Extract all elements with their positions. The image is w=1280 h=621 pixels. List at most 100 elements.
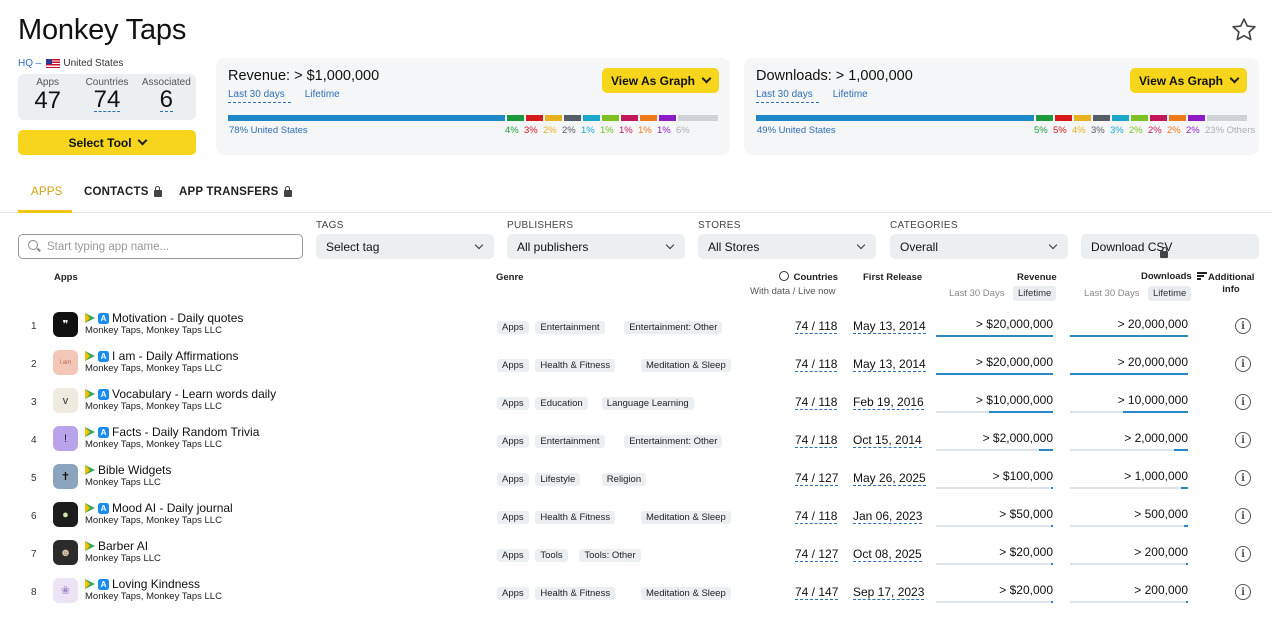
bar-segment xyxy=(640,115,657,121)
app-publisher[interactable]: Monkey Taps, Monkey Taps LLC xyxy=(85,591,222,602)
row-countries[interactable]: 74 / 118 xyxy=(795,433,838,448)
downloads-subtab-last30[interactable]: Last 30 Days xyxy=(1084,288,1140,299)
row-countries[interactable]: 74 / 118 xyxy=(795,319,838,334)
tags-select[interactable]: Select tag xyxy=(316,234,494,259)
app-publisher[interactable]: Monkey Taps, Monkey Taps LLC xyxy=(85,363,222,374)
col-header-downloads-label: Downloads xyxy=(1141,271,1192,282)
col-header-downloads[interactable]: Downloads xyxy=(1141,271,1208,282)
row-countries[interactable]: 74 / 118 xyxy=(795,357,838,372)
app-publisher[interactable]: Monkey Taps, Monkey Taps LLC xyxy=(85,401,222,412)
app-icon[interactable]: ❀ xyxy=(53,578,78,603)
revenue-subtab-lifetime[interactable]: Lifetime xyxy=(1013,286,1057,301)
app-store-icon: A xyxy=(98,350,109,362)
downloads-tab-last30[interactable]: Last 30 days xyxy=(756,88,819,103)
app-name-link[interactable]: A Motivation - Daily quotes xyxy=(85,311,243,325)
stat-label: Countries xyxy=(85,77,129,88)
chevron-down-icon xyxy=(137,135,148,146)
col-header-first-release[interactable]: First Release xyxy=(863,272,923,283)
app-icon[interactable]: ! xyxy=(53,426,78,451)
stat-associated[interactable]: Associated 6 xyxy=(137,74,196,120)
bar-segment xyxy=(1112,115,1129,121)
chevron-down-icon xyxy=(701,73,712,84)
revenue-tab-last30[interactable]: Last 30 days xyxy=(228,88,291,103)
app-icon[interactable]: ❞ xyxy=(53,312,78,337)
chevron-down-icon xyxy=(665,240,675,250)
row-revenue: > $100,000 xyxy=(992,469,1053,483)
row-countries[interactable]: 74 / 118 xyxy=(795,509,838,524)
tab-contacts[interactable]: CONTACTS xyxy=(84,186,162,198)
app-publisher[interactable]: Monkey Taps, Monkey Taps LLC xyxy=(85,325,222,336)
downloads-subtab-lifetime[interactable]: Lifetime xyxy=(1148,286,1192,301)
app-publisher[interactable]: Monkey Taps LLC xyxy=(85,477,161,488)
app-name-link[interactable]: A Vocabulary - Learn words daily xyxy=(85,387,276,401)
table-row[interactable]: 4! A Facts - Daily Random Trivia Monkey Tap… xyxy=(0,423,1280,461)
app-name: Mood AI - Daily journal xyxy=(112,501,233,515)
categories-filter-label: CATEGORIES xyxy=(890,220,958,231)
stores-select[interactable]: All Stores xyxy=(698,234,876,259)
revenue-subtab-last30[interactable]: Last 30 Days xyxy=(949,288,1005,299)
col-header-apps[interactable]: Apps xyxy=(54,272,78,283)
select-tool-button[interactable]: Select Tool xyxy=(18,130,196,155)
bar-label-main[interactable]: 49% United States xyxy=(757,125,836,136)
table-row[interactable]: 2 i am A I am - Daily Affirmations Monkey Ta… xyxy=(0,347,1280,385)
publishers-filter-label: PUBLISHERS xyxy=(507,220,574,231)
download-csv-button[interactable]: Download CSV xyxy=(1081,234,1259,259)
info-icon[interactable]: i xyxy=(1235,394,1251,410)
revenue-country-labels: 78% United States 4% 3% 2% 2% 1% 1% 1% 1% 1% 6% xyxy=(228,125,718,137)
col-header-genre[interactable]: Genre xyxy=(496,272,524,283)
favorite-star-icon[interactable] xyxy=(1230,16,1258,44)
app-icon[interactable]: i am xyxy=(53,350,78,375)
publishers-select[interactable]: All publishers xyxy=(507,234,685,259)
col-header-revenue[interactable]: Revenue xyxy=(1017,272,1057,283)
stat-countries[interactable]: Countries 74 xyxy=(77,74,136,120)
app-publisher[interactable]: Monkey Taps LLC xyxy=(85,553,161,564)
downloads-tab-lifetime[interactable]: Lifetime xyxy=(832,89,868,100)
info-icon[interactable]: i xyxy=(1235,584,1251,600)
table-row[interactable]: 5 ✝ Bible Widgets Monkey Taps LLC Apps Lifest… xyxy=(0,461,1280,499)
app-name-link[interactable]: Barber AI xyxy=(85,539,148,553)
app-name-link[interactable]: A Loving Kindness xyxy=(85,577,200,591)
app-search-input[interactable] xyxy=(18,234,303,259)
info-icon[interactable]: i xyxy=(1235,546,1251,562)
bar-segment xyxy=(602,115,619,121)
app-name-link[interactable]: A Mood AI - Daily journal xyxy=(85,501,233,515)
revenue-view-as-graph-button[interactable]: View As Graph xyxy=(602,68,719,93)
info-icon[interactable]: i xyxy=(1235,508,1251,524)
table-row[interactable]: 7 ☻ Barber AI Monkey Taps LLC Apps Tools Tools… xyxy=(0,537,1280,575)
row-countries[interactable]: 74 / 127 xyxy=(795,471,839,486)
app-name-link[interactable]: Bible Widgets xyxy=(85,463,171,477)
row-downloads: > 2,000,000 xyxy=(1124,431,1188,445)
row-rank: 5 xyxy=(31,473,37,484)
tab-app-transfers[interactable]: APP TRANSFERS xyxy=(179,186,292,198)
bar-label-main[interactable]: 78% United States xyxy=(229,125,308,136)
row-countries[interactable]: 74 / 147 xyxy=(795,585,839,600)
categories-select[interactable]: Overall xyxy=(890,234,1068,259)
table-row[interactable]: 6 ● A Mood AI - Daily journal Monkey Taps, M… xyxy=(0,499,1280,537)
info-icon[interactable]: i xyxy=(1235,470,1251,486)
app-publisher[interactable]: Monkey Taps, Monkey Taps LLC xyxy=(85,515,222,526)
stat-value: 74 xyxy=(93,86,121,113)
info-icon[interactable]: i xyxy=(1235,432,1251,448)
info-icon[interactable]: i xyxy=(1235,318,1251,334)
app-name-link[interactable]: A Facts - Daily Random Trivia xyxy=(85,425,259,439)
genre-chip: Entertainment xyxy=(535,435,605,448)
row-countries[interactable]: 74 / 127 xyxy=(795,547,839,562)
stat-apps[interactable]: Apps 47 xyxy=(18,74,77,120)
info-icon[interactable]: i xyxy=(1235,356,1251,372)
table-row[interactable]: 3 v A Vocabulary - Learn words daily Monkey … xyxy=(0,385,1280,423)
revenue-tab-lifetime[interactable]: Lifetime xyxy=(304,89,340,100)
app-icon[interactable]: v xyxy=(53,388,78,413)
table-row[interactable]: 1 ❞ A Motivation - Daily quotes Monkey Taps,… xyxy=(0,309,1280,347)
app-icon-glyph: v xyxy=(62,394,69,407)
col-header-countries[interactable]: Countries xyxy=(779,271,838,283)
table-row[interactable]: 8 ❀ A Loving Kindness Monkey Taps, Monkey Ta… xyxy=(0,575,1280,613)
app-publisher[interactable]: Monkey Taps, Monkey Taps LLC xyxy=(85,439,222,450)
row-countries[interactable]: 74 / 118 xyxy=(795,395,838,410)
app-icon[interactable]: ✝ xyxy=(53,464,78,489)
app-icon[interactable]: ● xyxy=(53,502,78,527)
publishers-select-value: All publishers xyxy=(517,239,589,254)
downloads-view-as-graph-button[interactable]: View As Graph xyxy=(1130,68,1247,93)
tab-apps[interactable]: APPS xyxy=(31,186,62,198)
app-icon[interactable]: ☻ xyxy=(53,540,78,565)
